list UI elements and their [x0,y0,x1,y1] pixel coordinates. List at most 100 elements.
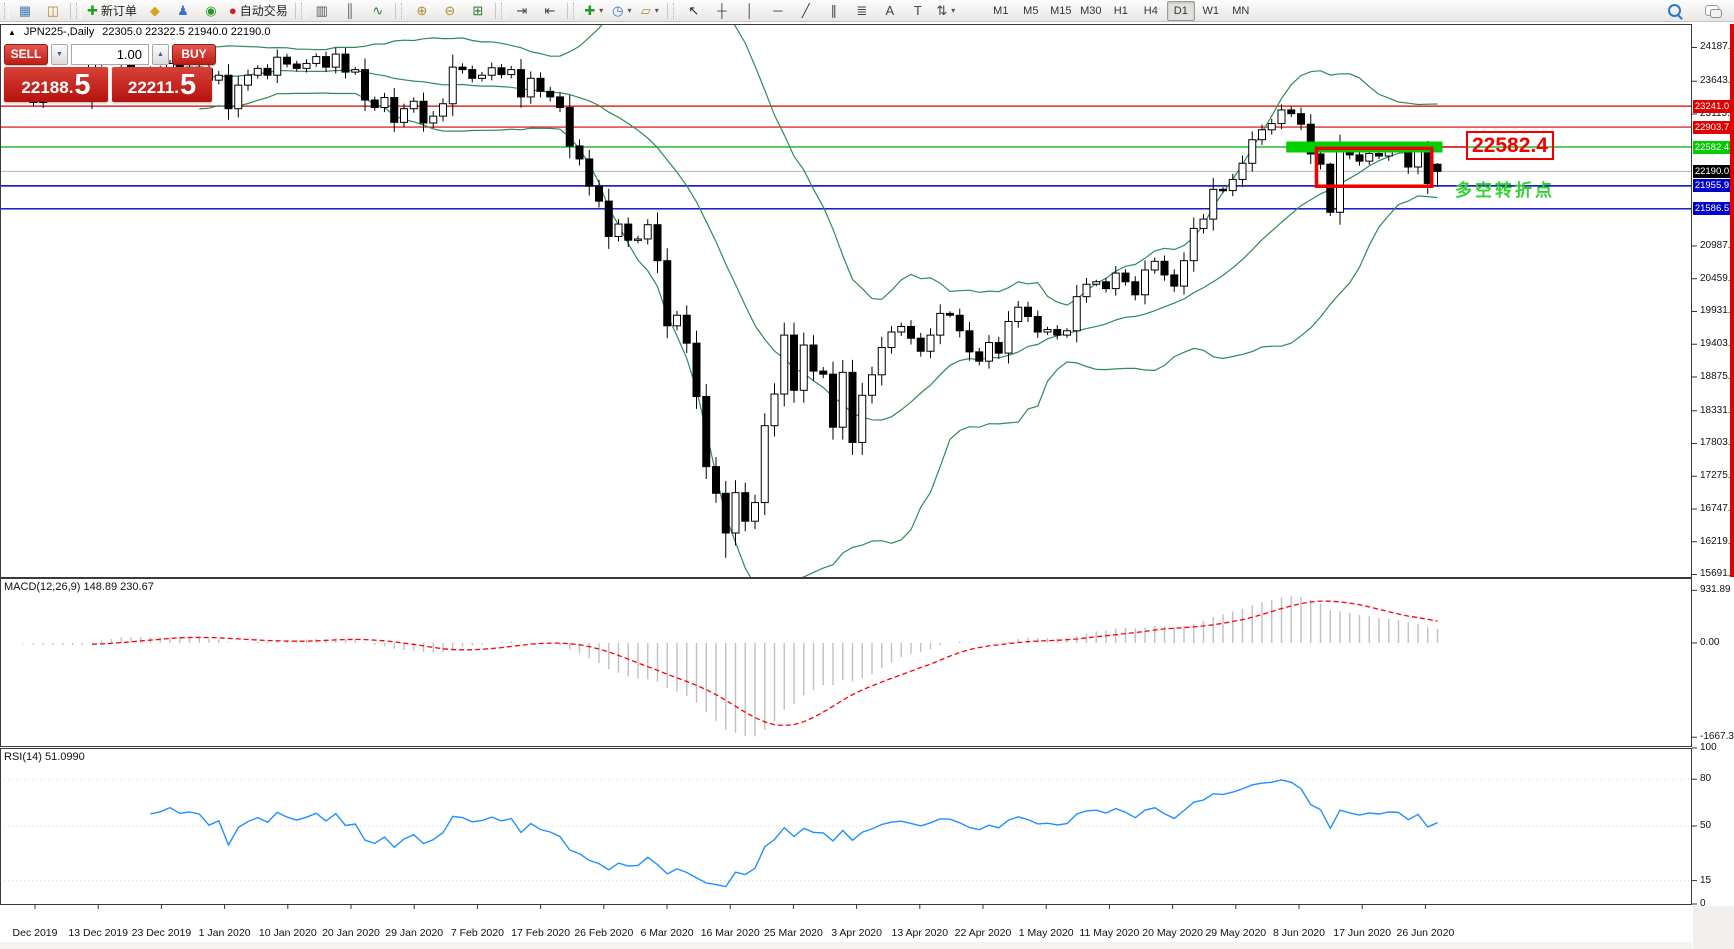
bar-chart-icon[interactable]: ▥ [309,1,335,21]
candle-body [1306,123,1315,155]
line-chart-icon[interactable]: ∿ [365,1,391,21]
price-tick-label: 20459.0 [1700,272,1734,284]
timeframe-d1[interactable]: D1 [1166,0,1195,21]
vertical-line-glyph: │ [745,3,754,18]
candle-body [370,99,379,108]
signals-icon[interactable]: ◉ [198,1,224,21]
price-tick-label: 23115.0 [1700,107,1734,119]
macd-axis-label: 931.89 [1700,584,1731,596]
dropdown-caret-icon: ▾ [951,6,956,15]
price-level-badge: 21955.9 [1693,179,1731,193]
text-tool[interactable]: A [877,1,903,21]
auto-trading-button[interactable]: ● 自动交易 [226,1,291,21]
volume-input[interactable] [71,43,149,65]
trendline-tool[interactable]: ╱ [793,1,819,21]
price-tick-label: 18331.0 [1700,404,1734,416]
one-click-collapse-icon[interactable]: ▲ [8,27,16,37]
bid-price-box[interactable]: 22188. 5 [4,67,108,102]
candle-body [263,67,272,76]
price-tick-label: 19931.0 [1700,305,1734,317]
price-level-badge: 22903.7 [1693,120,1731,134]
candle-body [1355,154,1364,162]
templates-icon-glyph: ▱ [640,2,651,18]
timeframe-mn[interactable]: MN [1232,4,1250,17]
price-callout-box[interactable]: 22582.4 [1466,131,1554,160]
new-chart-icon[interactable]: ▦ [12,1,38,21]
volume-decrease-button[interactable]: ▼ [51,43,68,65]
candle-body [1131,281,1140,296]
timeframe-w1[interactable]: W1 [1202,4,1220,17]
candle-body [1189,227,1198,262]
rsi-label: RSI(14) 51.0990 [4,751,85,763]
candle-body [1053,329,1062,336]
new-order-button[interactable]: ✚ 新订单 [84,1,140,21]
profiles-icon[interactable]: ◫ [40,1,66,21]
candle-body [702,396,711,468]
text-glyph: A [885,3,895,18]
mql-community-icon[interactable]: ♟ [170,1,196,21]
experts-icon[interactable]: ◆ [142,1,168,21]
candle-body [1014,306,1023,322]
timeframe-h1[interactable]: H1 [1113,4,1128,17]
buy-button[interactable]: BUY [172,43,216,65]
chart-shift-icon[interactable]: ⇥ [509,1,535,21]
candle-body [1033,316,1042,333]
timeframe-h4[interactable]: H4 [1143,4,1158,17]
fibonacci-tool[interactable]: ≣ [849,1,875,21]
candle-body [751,502,759,522]
templates-icon[interactable]: ▱ ▾ [637,1,663,21]
candle-body [1267,123,1276,131]
candle-body [663,260,672,327]
toolbar-separator [294,2,296,19]
turning-point-text[interactable]: 多空转折点 [1455,181,1555,200]
vertical-line-tool[interactable]: │ [737,1,763,21]
price-tick-label: 17803.0 [1700,437,1734,449]
arrows-tool[interactable]: ⇅ ▾ [933,1,959,21]
consolidation-red-box[interactable] [1314,146,1434,188]
toolbar-grip [300,2,306,19]
candle-body [380,97,389,108]
profiles-icon-glyph: ◫ [46,2,60,18]
candle-body [955,314,964,332]
date-label: 29 Jan 2020 [385,927,444,939]
candle-body [214,74,223,81]
zoom-in-icon[interactable]: ⊕ [409,1,435,21]
zoom-out-icon[interactable]: ⊖ [437,1,463,21]
candle-body [448,66,457,105]
candlestick-chart-icon[interactable]: ║ [337,1,363,21]
candlestick-chart-icon-glyph: ║ [345,3,355,18]
candle-body [1043,329,1052,333]
date-label: 26 Jun 2020 [1396,927,1455,939]
indicators-icon[interactable]: ✚ ▾ [581,1,607,21]
volume-increase-button[interactable]: ▲ [152,43,169,65]
tile-windows-icon[interactable]: ⊞ [465,1,491,21]
experts-icon-glyph: ◆ [149,2,160,18]
search-button[interactable] [1661,1,1687,21]
ask-price-box[interactable]: 22211. 5 [112,67,212,102]
cursor-tool[interactable]: ↖ [681,1,707,21]
crosshair-tool[interactable]: ┼ [709,1,735,21]
candle-body [224,74,233,110]
periods-icon[interactable]: ◷ ▾ [609,1,635,21]
candle-body [926,334,935,352]
auto-trading-glyph: ● [228,3,237,18]
candle-body [1414,150,1422,168]
dropdown-caret-icon: ▾ [654,6,659,15]
timeframe-m15[interactable]: M15 [1050,4,1072,17]
text-label-tool[interactable]: T [905,1,931,21]
one-click-trading-panel: SELL ▼ ▲ BUY 22188.5 22211.5 [4,43,216,102]
candle-body [575,145,584,160]
date-label: 17 Feb 2020 [511,927,571,939]
timeframe-m30[interactable]: M30 [1080,4,1102,17]
equidistant-channel-tool[interactable]: ∥ [821,1,847,21]
candle-body [1228,178,1237,192]
timeframe-m5[interactable]: M5 [1023,4,1039,17]
auto-scroll-icon[interactable]: ⇤ [537,1,563,21]
sell-button[interactable]: SELL [4,43,48,65]
horizontal-line-tool[interactable]: ─ [765,1,791,21]
community-chat-button[interactable] [1699,1,1725,21]
candle-body [331,53,340,68]
timeframe-m1[interactable]: M1 [993,4,1009,17]
toolbar-separator [70,2,71,19]
